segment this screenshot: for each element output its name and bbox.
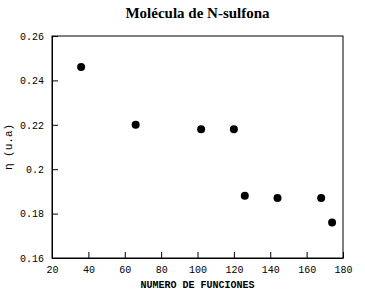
point <box>328 218 336 226</box>
y-tick-mark <box>52 36 58 37</box>
point <box>317 194 325 202</box>
points <box>77 63 336 226</box>
y-tick-label: 0.22 <box>20 121 44 132</box>
y-tick-mark <box>52 125 58 126</box>
y-tick: 0.2 <box>26 165 58 176</box>
y-tick-label: 0.26 <box>20 32 44 43</box>
y-tick-mark <box>52 169 58 170</box>
x-tick: 180 <box>334 252 352 276</box>
point <box>241 192 249 200</box>
x-tick: 160 <box>298 252 316 276</box>
x-tick-mark <box>125 252 126 258</box>
y-tick: 0.22 <box>20 121 58 132</box>
x-tick: 140 <box>262 252 280 276</box>
x-tick: 40 <box>83 252 95 276</box>
x-tick: 120 <box>225 252 243 276</box>
x-axis-line <box>53 258 344 259</box>
x-tick-label: 100 <box>189 265 207 276</box>
point <box>197 125 205 133</box>
x-tick-label: 40 <box>83 265 95 276</box>
x-tick-mark <box>343 252 344 258</box>
x-tick-label: 120 <box>225 265 243 276</box>
x-tick-mark <box>161 252 162 258</box>
x-axis: 20 40 60 80 100 120 140 160 180 <box>46 252 352 276</box>
x-tick-label: 140 <box>262 265 280 276</box>
title: Molécula de N-sulfona <box>125 5 270 21</box>
x-tick-label: 80 <box>156 265 168 276</box>
point <box>274 194 282 202</box>
x-tick-label: 180 <box>334 265 352 276</box>
y-tick-label: 0.24 <box>20 76 44 87</box>
y-tick-label: 0.18 <box>20 209 44 220</box>
y-tick-mark <box>52 214 58 215</box>
plot: 204060801001201401601800.160.180.20.220.… <box>20 32 353 276</box>
x-tick-mark <box>307 252 308 258</box>
y-tick: 0.26 <box>20 32 58 43</box>
y-tick: 0.16 <box>20 254 58 265</box>
x-tick: 100 <box>189 252 207 276</box>
y-axis: 0.16 0.18 0.2 0.22 0.24 0.26 <box>20 32 58 265</box>
chart: 204060801001201401601800.160.180.20.220.… <box>0 0 365 295</box>
y-tick-label: 0.16 <box>20 254 44 265</box>
x-tick: 80 <box>156 252 168 276</box>
y-tick: 0.24 <box>20 76 58 87</box>
y-tick-mark <box>52 258 58 259</box>
x-tick-mark <box>270 252 271 258</box>
y-axis-line <box>52 37 53 259</box>
x-tick-mark <box>88 252 89 258</box>
point <box>132 121 140 129</box>
plot-frame <box>52 36 343 258</box>
x-axis-title: NUMERO DE FUNCIONES <box>140 280 254 291</box>
y-tick-mark <box>52 80 58 81</box>
point <box>230 125 238 133</box>
x-tick-label: 20 <box>46 265 58 276</box>
x-tick-mark <box>198 252 199 258</box>
x-tick-label: 60 <box>119 265 131 276</box>
y-axis-title: η (u.a) <box>3 124 15 170</box>
point <box>77 63 85 71</box>
y-tick: 0.18 <box>20 209 58 220</box>
x-tick-mark <box>234 252 235 258</box>
x-tick: 60 <box>119 252 131 276</box>
y-tick-label: 0.2 <box>26 165 44 176</box>
x-tick-label: 160 <box>298 265 316 276</box>
